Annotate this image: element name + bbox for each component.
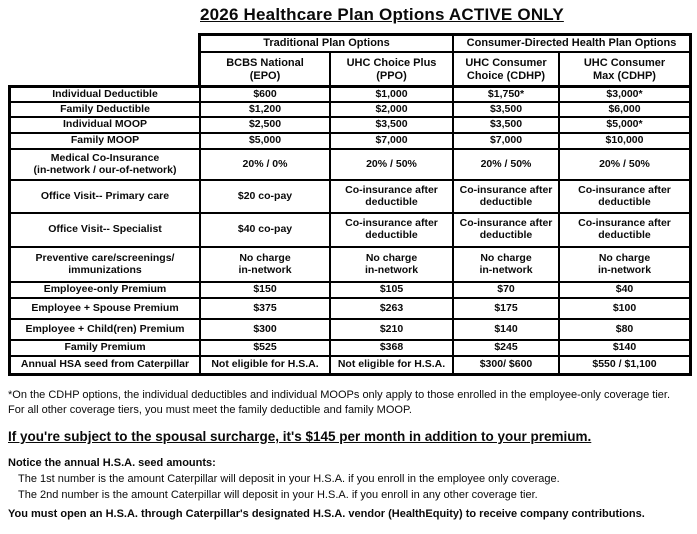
value-cell: No charge in-network <box>331 248 454 283</box>
value-cell: $2,000 <box>331 103 454 118</box>
value-cell: Co-insurance after deductible <box>331 214 454 248</box>
plan-table-header: Traditional Plan Options Consumer-Direct… <box>198 33 692 86</box>
row-label: Office Visit-- Specialist <box>11 214 201 248</box>
value-cell: No charge in-network <box>454 248 560 283</box>
value-cell: $525 <box>201 341 331 357</box>
value-cell: $140 <box>454 320 560 341</box>
value-cell: 20% / 0% <box>201 150 331 181</box>
row-label: Family MOOP <box>11 134 201 150</box>
value-cell: Co-insurance after deductible <box>560 181 689 214</box>
value-cell: $245 <box>454 341 560 357</box>
value-cell: No charge in-network <box>560 248 689 283</box>
value-cell: $300/ $600 <box>454 357 560 373</box>
value-cell: $6,000 <box>560 103 689 118</box>
cdhp-footnote: *On the CDHP options, the individual ded… <box>8 389 671 417</box>
value-cell: $80 <box>560 320 689 341</box>
value-cell: 20% / 50% <box>454 150 560 181</box>
group-header-cdhp: Consumer-Directed Health Plan Options <box>454 36 689 53</box>
value-cell: 20% / 50% <box>560 150 689 181</box>
row-label: Annual HSA seed from Caterpillar <box>11 357 201 373</box>
row-label: Medical Co-Insurance (in-network / our-o… <box>11 150 201 181</box>
hsa-seed-line-1: The 1st number is the amount Caterpillar… <box>18 473 560 485</box>
row-label: Employee + Child(ren) Premium <box>11 320 201 341</box>
value-cell: $105 <box>331 283 454 299</box>
row-label: Office Visit-- Primary care <box>11 181 201 214</box>
plan-header-uhc-ppo: UHC Choice Plus (PPO) <box>331 53 454 86</box>
value-cell: 20% / 50% <box>331 150 454 181</box>
value-cell: $210 <box>331 320 454 341</box>
plan-header-uhc-max-cdhp: UHC Consumer Max (CDHP) <box>583 57 666 82</box>
value-cell: $40 <box>560 283 689 299</box>
page-title: 2026 Healthcare Plan Options ACTIVE ONLY <box>200 5 564 24</box>
value-cell: $100 <box>560 299 689 320</box>
value-cell: Co-insurance after deductible <box>560 214 689 248</box>
hsa-seed-line-2: The 2nd number is the amount Caterpillar… <box>18 489 538 501</box>
value-cell: $2,500 <box>201 118 331 134</box>
value-cell: $175 <box>454 299 560 320</box>
value-cell: $70 <box>454 283 560 299</box>
value-cell: $3,000* <box>560 88 689 103</box>
value-cell: $20 co-pay <box>201 181 331 214</box>
value-cell: $300 <box>201 320 331 341</box>
value-cell: $140 <box>560 341 689 357</box>
value-cell: Co-insurance after deductible <box>454 214 560 248</box>
plan-comparison-table: Individual Deductible $600 $1,000 $1,750… <box>8 85 692 376</box>
row-label: Employee + Spouse Premium <box>11 299 201 320</box>
value-cell: $5,000 <box>201 134 331 150</box>
row-label: Family Premium <box>11 341 201 357</box>
value-cell: Not eligible for H.S.A. <box>331 357 454 373</box>
value-cell: $1,750* <box>454 88 560 103</box>
value-cell: $3,500 <box>454 118 560 134</box>
value-cell: $7,000 <box>331 134 454 150</box>
value-cell: $5,000* <box>560 118 689 134</box>
value-cell: $263 <box>331 299 454 320</box>
value-cell: $150 <box>201 283 331 299</box>
row-label: Employee-only Premium <box>11 283 201 299</box>
value-cell: $10,000 <box>560 134 689 150</box>
group-header-traditional: Traditional Plan Options <box>201 36 454 53</box>
value-cell: $40 co-pay <box>201 214 331 248</box>
value-cell: Co-insurance after deductible <box>331 181 454 214</box>
hsa-seed-heading: Notice the annual H.S.A. seed amounts: <box>8 457 216 469</box>
row-label: Family Deductible <box>11 103 201 118</box>
value-cell: $600 <box>201 88 331 103</box>
hsa-vendor-note: You must open an H.S.A. through Caterpil… <box>8 508 645 520</box>
value-cell: $3,500 <box>454 103 560 118</box>
value-cell: Co-insurance after deductible <box>454 181 560 214</box>
plan-header-uhc-choice-cdhp: UHC Consumer Choice (CDHP) <box>454 53 560 86</box>
spousal-surcharge-note: If you're subject to the spousal surchar… <box>8 429 592 444</box>
value-cell: $7,000 <box>454 134 560 150</box>
value-cell: $1,200 <box>201 103 331 118</box>
row-label: Individual Deductible <box>11 88 201 103</box>
value-cell: $3,500 <box>331 118 454 134</box>
row-label: Individual MOOP <box>11 118 201 134</box>
value-cell: $375 <box>201 299 331 320</box>
value-cell: No charge in-network <box>201 248 331 283</box>
value-cell: $550 / $1,100 <box>592 358 657 371</box>
value-cell: $1,000 <box>331 88 454 103</box>
plan-header-bcbs-epo: BCBS National (EPO) <box>201 53 331 86</box>
row-label: Preventive care/screenings/ immunization… <box>11 248 201 283</box>
value-cell: Not eligible for H.S.A. <box>201 357 331 373</box>
value-cell: $368 <box>331 341 454 357</box>
